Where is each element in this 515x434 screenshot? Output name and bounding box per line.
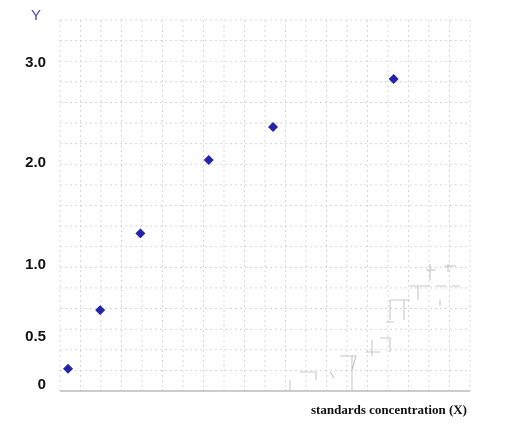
grid-lines bbox=[59, 19, 471, 392]
y-tick-label: 1.0 bbox=[25, 256, 46, 273]
data-point bbox=[388, 74, 399, 84]
y-axis-label: Y bbox=[31, 7, 41, 24]
data-point bbox=[95, 305, 106, 316]
data-point bbox=[203, 155, 214, 165]
data-point bbox=[63, 363, 74, 374]
data-points bbox=[63, 74, 399, 374]
y-tick-label: 3.0 bbox=[25, 54, 46, 71]
data-point bbox=[268, 122, 279, 132]
y-tick-label: 0 bbox=[38, 376, 46, 393]
y-tick-label: 2.0 bbox=[25, 154, 46, 171]
faint-background-marks bbox=[289, 264, 460, 392]
y-tick-labels: 0 0.5 1.0 2.0 3.0 bbox=[25, 54, 46, 393]
data-point bbox=[135, 228, 146, 239]
x-axis-label: standards concentration (X) bbox=[311, 402, 467, 417]
y-tick-label: 0.5 bbox=[25, 328, 46, 345]
